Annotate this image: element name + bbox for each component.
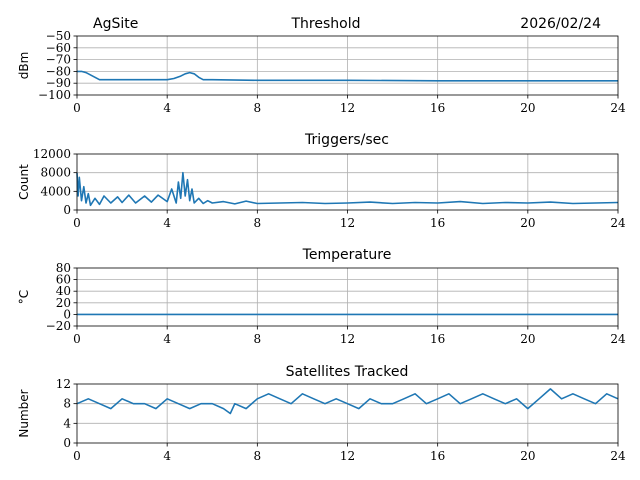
threshold-ytick-label-5: −50 [46, 29, 71, 43]
satellites-panel: 0 4 8 12 16 20 24 0 4 8 12 Satellites Tracked Number [17, 364, 626, 463]
satellites-ytick-label-3: 12 [56, 377, 71, 391]
temperature-ytick-label-1: 0 [63, 307, 71, 321]
satellites-series-line-0 [76, 388, 619, 415]
satellites-ylabel: Number [17, 389, 31, 437]
threshold-panel: 0 4 8 12 16 20 24 −100−90−80−70−60−50 Threshold d… [17, 16, 626, 115]
threshold-ytick-label-2: −80 [46, 64, 71, 78]
satellites-xtick-label-0: 0 [73, 449, 81, 463]
satellites-xtick-label-3: 12 [340, 449, 355, 463]
threshold-xtick-label-2: 8 [254, 101, 262, 115]
satellites-xtick-label-4: 16 [430, 449, 445, 463]
threshold-xtick-label-3: 12 [340, 101, 355, 115]
date-label: 2026/02/24 [520, 16, 601, 32]
threshold-ytick-label-4: −60 [46, 41, 71, 55]
satellites-xtick-label-6: 24 [610, 449, 626, 463]
temperature-xtick-label-0: 0 [73, 332, 81, 346]
triggers-series-line-0 [76, 171, 619, 207]
temperature-ytick-label-2: 20 [56, 296, 71, 310]
temperature-ytick-label-0: −20 [46, 319, 71, 333]
threshold-xtick-label-5: 20 [520, 101, 535, 115]
triggers-title: Triggers/sec [304, 132, 389, 148]
satellites-xtick-label-5: 20 [520, 449, 535, 463]
threshold-ytick-label-0: −100 [38, 88, 71, 102]
threshold-ytick-label-3: −70 [46, 53, 71, 67]
site-label: AgSite [93, 16, 138, 32]
triggers-panel: 0 4 8 12 16 20 24 0 4000 8000 12000 Triggers/sec Cou… [17, 132, 626, 230]
threshold-ylabel: dBm [17, 52, 31, 80]
triggers-ytick-label-3: 12000 [33, 147, 71, 161]
triggers-xtick-label-4: 16 [430, 216, 445, 230]
temperature-ytick-label-4: 60 [56, 273, 71, 287]
temperature-xtick-label-1: 4 [163, 332, 171, 346]
temperature-xtick-label-4: 16 [430, 332, 445, 346]
triggers-xtick-label-1: 4 [163, 216, 171, 230]
threshold-xtick-label-1: 4 [163, 101, 171, 115]
satellites-ytick-label-0: 0 [63, 436, 71, 450]
satellites-title: Satellites Tracked [286, 364, 409, 380]
triggers-ylabel: Count [17, 164, 31, 200]
temperature-xtick-label-6: 24 [610, 332, 626, 346]
triggers-xtick-label-2: 8 [254, 216, 262, 230]
triggers-xtick-label-3: 12 [340, 216, 355, 230]
threshold-ytick-label-1: −90 [46, 76, 71, 90]
temperature-xtick-label-5: 20 [520, 332, 535, 346]
triggers-ytick-label-1: 4000 [40, 184, 71, 198]
threshold-xtick-label-0: 0 [73, 101, 81, 115]
threshold-title: Threshold [291, 16, 361, 32]
satellites-xtick-label-1: 4 [163, 449, 171, 463]
temperature-xtick-label-2: 8 [254, 332, 262, 346]
temperature-title: Temperature [302, 247, 392, 263]
triggers-ytick-label-2: 8000 [40, 166, 71, 180]
satellites-ytick-label-2: 8 [63, 397, 71, 411]
triggers-xtick-label-0: 0 [73, 216, 81, 230]
threshold-xtick-label-4: 16 [430, 101, 445, 115]
temperature-xtick-label-3: 12 [340, 332, 355, 346]
threshold-series-line-0 [77, 70, 618, 82]
triggers-xtick-label-6: 24 [610, 216, 626, 230]
triggers-ytick-label-0: 0 [63, 203, 71, 217]
temperature-ytick-label-3: 40 [56, 284, 71, 298]
temperature-ytick-label-5: 80 [56, 261, 71, 275]
threshold-xtick-label-6: 24 [610, 101, 626, 115]
triggers-xtick-label-5: 20 [520, 216, 535, 230]
satellites-ytick-label-1: 4 [63, 416, 71, 430]
satellites-xtick-label-2: 8 [254, 449, 262, 463]
temperature-ylabel: °C [17, 290, 31, 304]
